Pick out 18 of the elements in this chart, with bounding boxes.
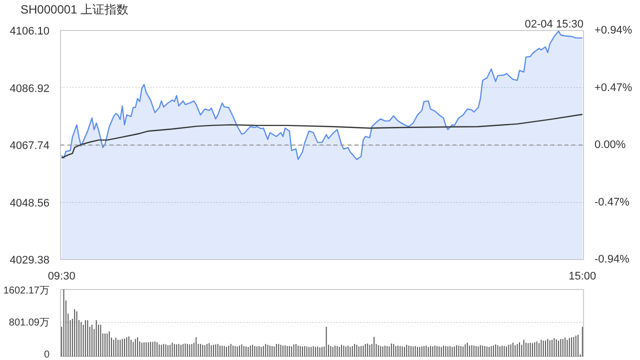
y-tick-label: 801.09万	[8, 318, 50, 328]
chart-title: SH000001 上证指数	[20, 2, 129, 16]
y-tick-label: 4029.38	[10, 254, 50, 266]
y-tick-label: 1602.17万	[3, 286, 50, 296]
y-tick-label: 4067.74	[10, 140, 50, 152]
annotation: 02-04 15:30	[524, 18, 584, 30]
y2-tick-label: +0.94%	[594, 24, 632, 36]
y-tick-label: 0	[44, 350, 50, 360]
x-tick-label: 15:00	[568, 270, 596, 282]
y2-tick-label: -0.94%	[594, 254, 630, 266]
y2-tick-label: 0.00%	[594, 139, 626, 151]
y-tick-label: 4048.56	[10, 197, 50, 210]
y-tick-label: 4106.10	[10, 26, 50, 38]
x-tick-label: 09:30	[48, 270, 76, 282]
y2-tick-label: -0.47%	[594, 196, 630, 208]
line-series	[60, 114, 584, 159]
y2-tick-label: +0.47%	[594, 82, 632, 94]
y-tick-label: 4086.92	[10, 82, 50, 95]
